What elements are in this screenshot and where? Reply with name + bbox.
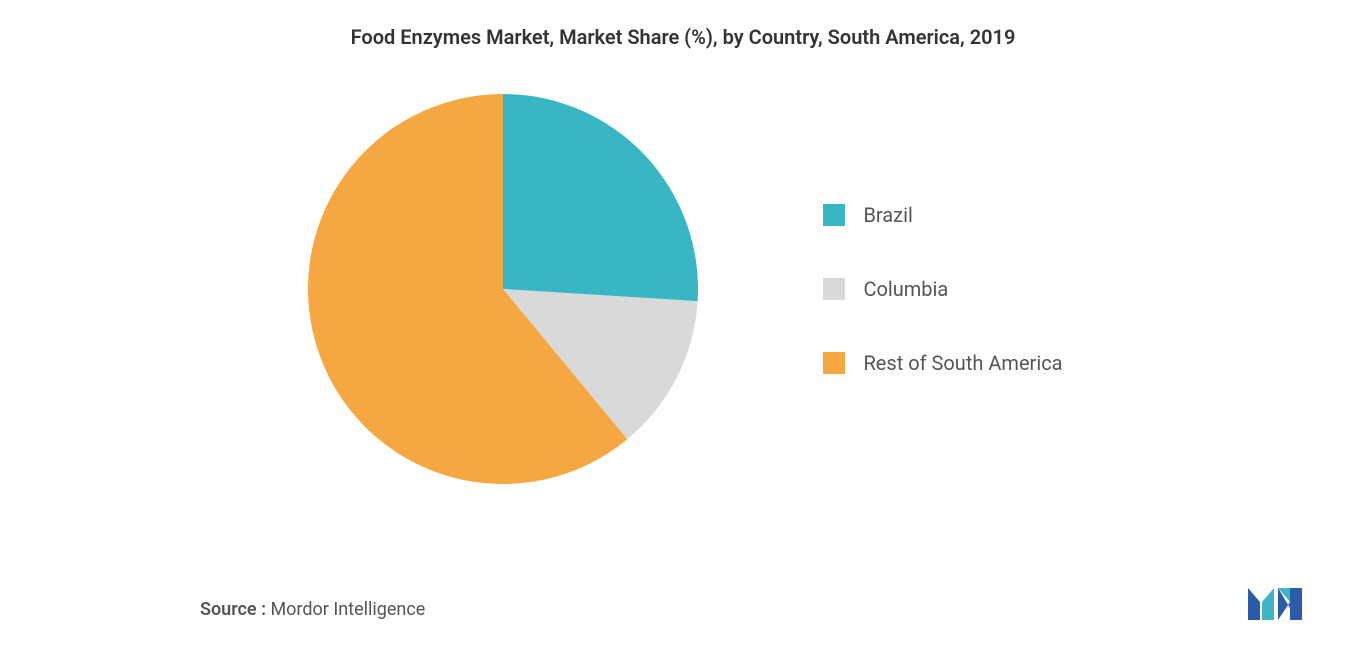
mordor-logo: [1246, 580, 1316, 625]
legend-label: Columbia: [863, 277, 948, 301]
pie-slice-brazil: [503, 94, 698, 301]
legend: Brazil Columbia Rest of South America: [823, 203, 1062, 375]
logo-svg: [1246, 580, 1316, 625]
legend-swatch: [823, 352, 845, 374]
legend-item-brazil: Brazil: [823, 203, 1062, 227]
legend-item-columbia: Columbia: [823, 277, 1062, 301]
source-text: Mordor Intelligence: [270, 599, 425, 620]
pie-svg: [303, 89, 703, 489]
legend-swatch: [823, 278, 845, 300]
source-label: Source :: [200, 599, 266, 620]
legend-label: Rest of South America: [863, 351, 1062, 375]
chart-container: Food Enzymes Market, Market Share (%), b…: [0, 0, 1366, 655]
legend-label: Brazil: [863, 203, 912, 227]
chart-title: Food Enzymes Market, Market Share (%), b…: [20, 25, 1346, 49]
pie-chart: [303, 89, 703, 489]
legend-item-rest: Rest of South America: [823, 351, 1062, 375]
source-citation: Source : Mordor Intelligence: [200, 599, 425, 620]
legend-swatch: [823, 204, 845, 226]
chart-area: Brazil Columbia Rest of South America: [20, 89, 1346, 489]
